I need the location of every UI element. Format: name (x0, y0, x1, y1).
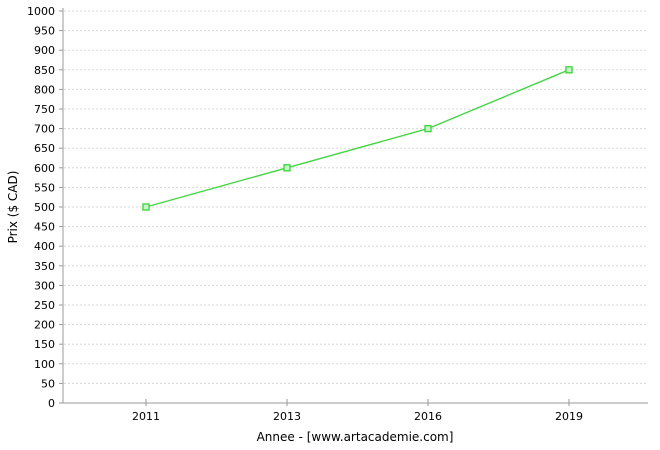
y-tick-label: 500 (34, 201, 55, 214)
data-point-marker (565, 66, 573, 74)
y-tick-label: 0 (48, 397, 55, 410)
x-axis-title: Annee - [www.artacademie.com] (257, 430, 454, 444)
series-line (145, 69, 570, 208)
x-tick-label: 2019 (555, 410, 583, 423)
y-tick-label: 700 (34, 123, 55, 136)
y-tick-label: 450 (34, 221, 55, 234)
y-tick-label: 50 (41, 377, 55, 390)
data-point-marker (424, 124, 432, 133)
y-tick-label: 350 (34, 260, 55, 273)
y-tick-label: 900 (34, 44, 55, 57)
data-point-marker (142, 203, 150, 211)
y-tick-label: 150 (34, 338, 55, 351)
y-axis-title: Prix ($ CAD) (6, 171, 20, 244)
y-tick-label: 550 (34, 181, 55, 194)
y-tick-label: 800 (34, 83, 55, 96)
y-tick-label: 100 (34, 358, 55, 371)
y-tick-label: 750 (34, 103, 55, 116)
y-tick-label: 650 (34, 142, 55, 155)
y-tick-label: 950 (34, 25, 55, 38)
y-tick-label: 300 (34, 279, 55, 292)
y-tick-label: 200 (34, 319, 55, 332)
y-tick-label: 250 (34, 299, 55, 312)
y-tick-label: 600 (34, 162, 55, 175)
x-tick-label: 2011 (132, 410, 160, 423)
data-point-marker (283, 164, 291, 172)
x-tick-label: 2013 (273, 410, 301, 423)
y-tick-label: 1000 (27, 5, 55, 18)
y-tick-label: 400 (34, 240, 55, 253)
x-tick-label: 2016 (414, 410, 442, 423)
y-tick-label: 850 (34, 64, 55, 77)
